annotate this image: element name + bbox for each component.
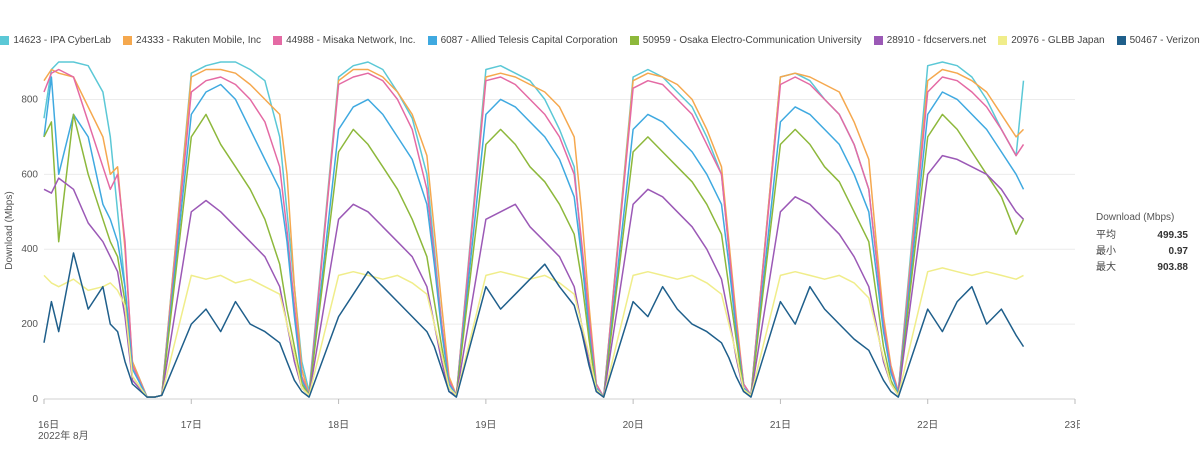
series-line bbox=[43, 252, 1025, 398]
chart-legend: 14623 - IPA CyberLab 24333 - Rakuten Mobi… bbox=[0, 32, 1200, 48]
legend-item[interactable]: 50467 - Verizon bbox=[1116, 32, 1200, 48]
y-axis-label: Download (Mbps) bbox=[4, 191, 15, 269]
series-line bbox=[43, 68, 1025, 398]
legend-label: 6087 - Allied Telesis Capital Corporatio… bbox=[440, 34, 618, 46]
x-tick-label: 20日 bbox=[623, 420, 644, 431]
legend-swatch bbox=[273, 35, 283, 45]
x-axis: 16日 17日 18日 19日 20日 21日 22日 23日 bbox=[38, 399, 1080, 431]
summary-row-max: 最大 903.88 bbox=[1096, 260, 1188, 276]
legend-label: 28910 - fdcservers.net bbox=[886, 34, 987, 46]
y-axis: 0 200 400 600 800 bbox=[21, 94, 38, 405]
summary-panel: Download (Mbps) 平均 499.35 最小 0.97 最大 903… bbox=[1096, 212, 1188, 276]
series-line bbox=[43, 154, 1025, 398]
line-chart: 0 200 400 600 800 16日 17日 18日 19日 20日 21日 22日 23日 D… bbox=[4, 61, 1080, 442]
legend-label: 44988 - Misaka Network, Inc. bbox=[286, 34, 416, 46]
summary-value: 903.88 bbox=[1157, 262, 1188, 273]
legend-label: 50959 - Osaka Electro-Communication Univ… bbox=[642, 34, 862, 46]
legend-swatch bbox=[998, 35, 1008, 45]
legend-item[interactable]: 50959 - Osaka Electro-Communication Univ… bbox=[629, 32, 862, 48]
legend-item[interactable]: 28910 - fdcservers.net bbox=[873, 32, 987, 48]
legend-item[interactable]: 14623 - IPA CyberLab bbox=[0, 32, 111, 48]
legend-label: 24333 - Rakuten Mobile, Inc bbox=[135, 34, 262, 46]
x-tick-label: 23日 bbox=[1064, 420, 1080, 431]
summary-label: 平均 bbox=[1096, 230, 1116, 241]
series-lines bbox=[43, 61, 1025, 398]
y-tick-label: 0 bbox=[32, 394, 38, 405]
legend-item[interactable]: 20976 - GLBB Japan bbox=[998, 32, 1105, 48]
series-line bbox=[43, 113, 1025, 398]
legend-swatch bbox=[873, 35, 883, 45]
legend-swatch bbox=[0, 35, 10, 45]
y-tick-label: 200 bbox=[21, 319, 38, 330]
summary-value: 0.97 bbox=[1168, 246, 1188, 257]
legend-swatch bbox=[629, 35, 639, 45]
x-tick-label: 21日 bbox=[770, 420, 791, 431]
legend-swatch bbox=[1116, 35, 1126, 45]
series-line bbox=[43, 267, 1024, 398]
series-line bbox=[43, 76, 1025, 398]
summary-label: 最大 bbox=[1096, 262, 1116, 273]
legend-label: 20976 - GLBB Japan bbox=[1011, 34, 1105, 46]
legend-swatch bbox=[122, 35, 132, 45]
legend-label: 50467 - Verizon bbox=[1129, 34, 1200, 46]
legend-item[interactable]: 44988 - Misaka Network, Inc. bbox=[273, 32, 416, 48]
x-tick-label: 16日 bbox=[38, 420, 59, 431]
summary-row-min: 最小 0.97 bbox=[1096, 244, 1188, 260]
legend-swatch bbox=[427, 35, 437, 45]
summary-label: 最小 bbox=[1096, 246, 1116, 257]
y-tick-label: 600 bbox=[21, 169, 38, 180]
summary-title: Download (Mbps) bbox=[1096, 212, 1175, 223]
summary-value: 499.35 bbox=[1157, 230, 1188, 241]
x-tick-label: 22日 bbox=[917, 420, 938, 431]
x-tick-label: 18日 bbox=[328, 420, 349, 431]
y-tick-label: 400 bbox=[21, 244, 38, 255]
y-tick-label: 800 bbox=[21, 94, 38, 105]
x-tick-label: 17日 bbox=[181, 420, 202, 431]
legend-item[interactable]: 6087 - Allied Telesis Capital Corporatio… bbox=[427, 32, 618, 48]
summary-row-avg: 平均 499.35 bbox=[1096, 228, 1188, 244]
x-tick-label: 19日 bbox=[475, 420, 496, 431]
x-axis-sublabel: 2022年 8月 bbox=[38, 429, 89, 442]
legend-label: 14623 - IPA CyberLab bbox=[13, 34, 111, 46]
legend-item[interactable]: 24333 - Rakuten Mobile, Inc bbox=[122, 32, 262, 48]
